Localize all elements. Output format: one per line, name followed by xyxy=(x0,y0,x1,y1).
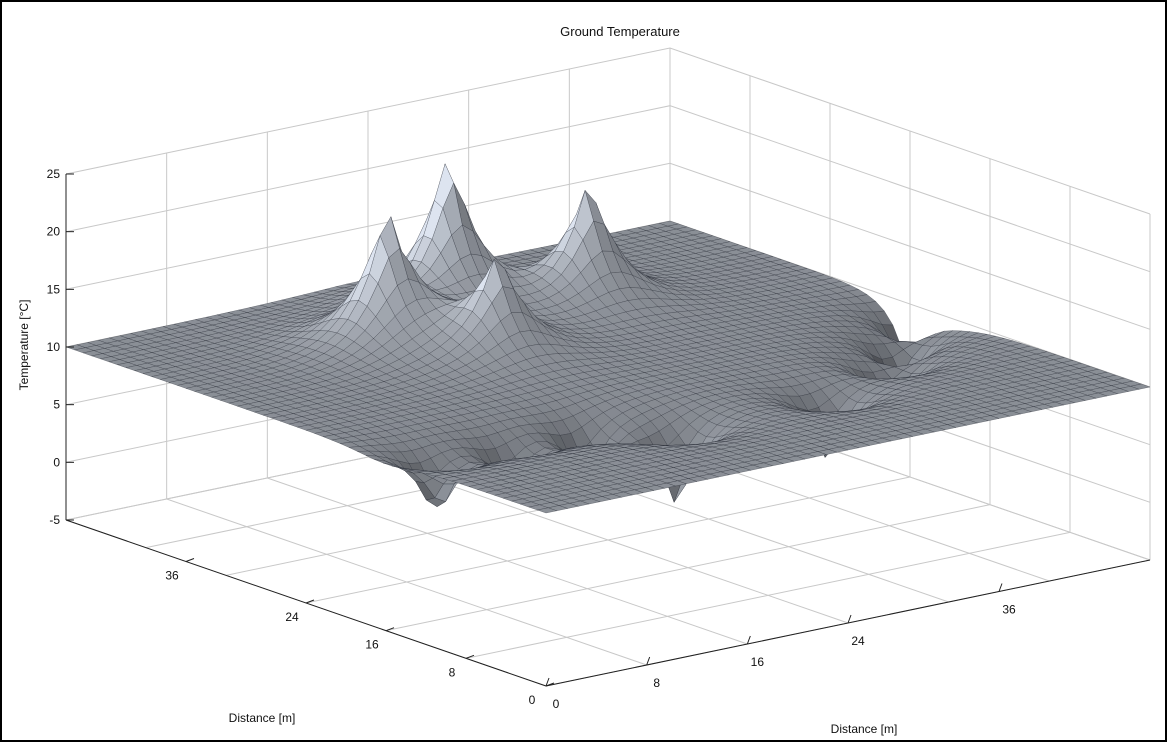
y-tick-label: 8 xyxy=(449,665,456,679)
y-tick xyxy=(545,682,555,687)
x-tick-label: 36 xyxy=(1002,603,1016,617)
y-tick-label: 0 xyxy=(529,693,536,707)
x-axis-label: Distance [m] xyxy=(831,722,898,736)
z-axis-label: Temperature [°C] xyxy=(17,300,31,391)
y-tick xyxy=(185,558,195,562)
y-tick xyxy=(465,654,475,659)
x-tick xyxy=(847,614,852,624)
z-tick-label: 25 xyxy=(47,167,61,181)
z-tick-label: 20 xyxy=(47,225,61,239)
z-tick-label: 0 xyxy=(53,455,60,469)
y-tick xyxy=(305,599,315,604)
x-tick xyxy=(646,656,651,666)
x-tick-label: 8 xyxy=(653,676,660,690)
x-tick xyxy=(545,677,550,687)
y-tick xyxy=(385,627,395,632)
x-tick-label: 16 xyxy=(751,655,765,669)
y-axis-label: Distance [m] xyxy=(229,711,296,725)
x-tick-label: 0 xyxy=(553,697,560,711)
axis-layer: 25 20 15 10 5 0 -5 0 8 16 24 36 0 8 16 24 36 xyxy=(47,167,1151,711)
x-tick-label: 24 xyxy=(851,634,865,648)
surface-layer xyxy=(65,163,1151,514)
z-tick-label: 10 xyxy=(47,340,61,354)
y-tick-label: 36 xyxy=(165,569,179,583)
z-tick-label: -5 xyxy=(49,513,60,527)
x-tick xyxy=(746,635,751,645)
surface-cell xyxy=(536,507,558,514)
grid-line xyxy=(65,47,1151,215)
grid-line xyxy=(65,162,1151,330)
x-tick xyxy=(998,583,1003,592)
chart-title: Ground Temperature xyxy=(560,24,680,39)
z-tick-label: 5 xyxy=(53,398,60,412)
y-tick-label: 24 xyxy=(285,610,299,624)
y-tick-label: 16 xyxy=(365,638,379,652)
z-tick-label: 15 xyxy=(47,282,61,296)
grid-line xyxy=(65,105,1151,273)
